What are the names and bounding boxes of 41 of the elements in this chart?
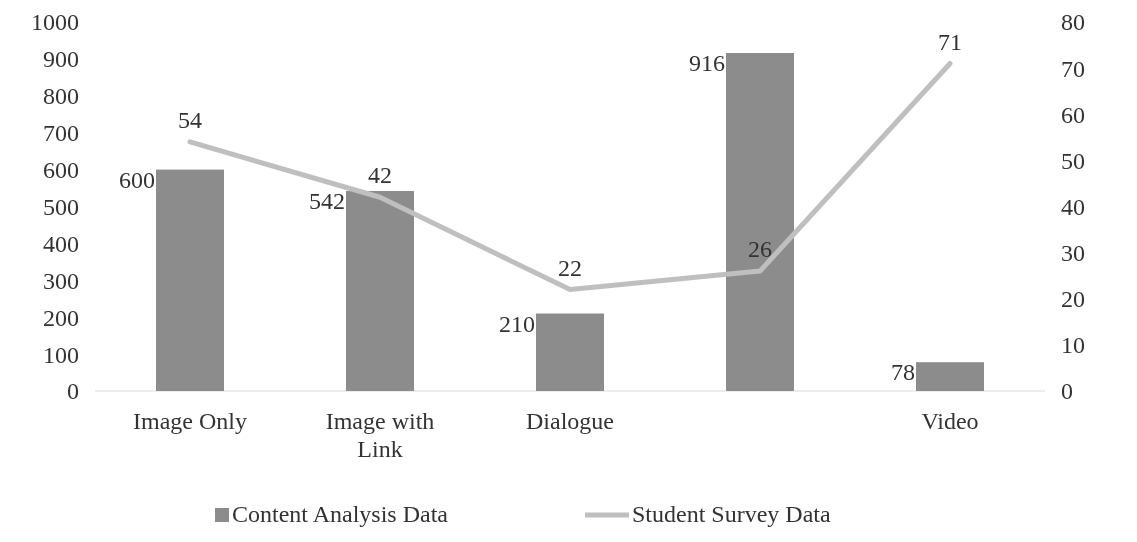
y2-tick-label: 10: [1061, 332, 1085, 359]
y-tick-label: 0: [67, 378, 79, 405]
y-tick-label: 300: [43, 267, 79, 294]
data-label: 542: [309, 188, 345, 214]
data-label: 210: [499, 310, 535, 337]
y2-tick-label: 0: [1061, 378, 1073, 405]
y-tick-label: 500: [43, 193, 79, 220]
y2-tick-label: 40: [1061, 193, 1085, 220]
data-label: 71: [938, 28, 962, 55]
y2-tick-label: 70: [1061, 55, 1085, 82]
y-tick-label: 900: [43, 46, 79, 73]
data-label: 78: [891, 359, 915, 386]
data-label: 600: [119, 166, 155, 193]
x-tick-label: Dialogue: [526, 408, 614, 434]
bar: [916, 362, 984, 391]
legend-label: Content Analysis Data: [232, 501, 449, 527]
y-tick-label: 1000: [31, 9, 79, 36]
bar: [726, 53, 794, 391]
bar: [536, 313, 604, 391]
y-tick-label: 600: [43, 157, 79, 183]
data-label: 42: [368, 162, 392, 189]
data-label: 26: [748, 236, 772, 263]
y-tick-label: 200: [43, 304, 79, 331]
y-tick-label: 800: [43, 83, 79, 110]
data-label: 916: [689, 50, 725, 76]
y2-tick-label: 30: [1061, 240, 1085, 267]
x-tick-label: Image with Link: [325, 408, 435, 462]
y-tick-label: 700: [43, 120, 79, 147]
y2-tick-label: 50: [1061, 147, 1085, 174]
x-tick-label: Image Only: [133, 408, 247, 434]
legend-label: Student Survey Data: [632, 501, 831, 527]
x-tick-label: Video: [921, 408, 979, 434]
bar: [346, 191, 414, 391]
y-tick-label: 400: [43, 230, 79, 257]
y-tick-label: 100: [43, 341, 79, 368]
y2-tick-label: 20: [1061, 286, 1085, 313]
y2-tick-label: 60: [1061, 101, 1085, 128]
bar: [156, 169, 224, 391]
data-label: 54: [178, 106, 202, 133]
data-label: 22: [558, 254, 582, 281]
y2-tick-label: 80: [1061, 9, 1085, 36]
